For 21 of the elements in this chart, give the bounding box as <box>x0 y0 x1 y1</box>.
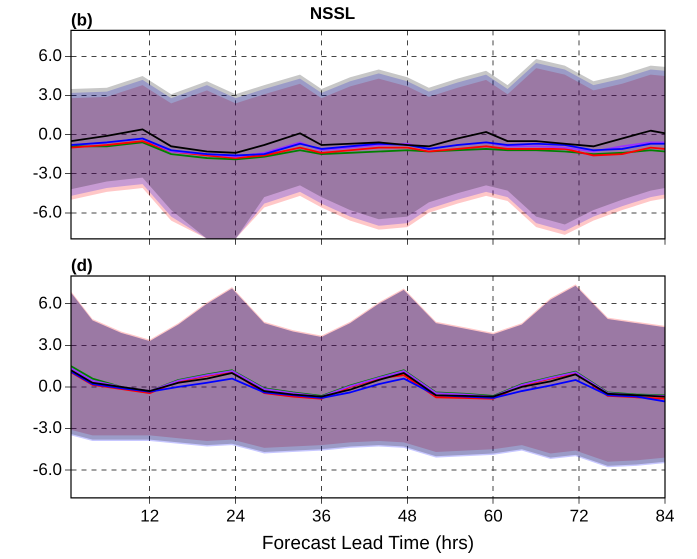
x-tick-label: 24 <box>226 506 246 526</box>
chart-title: NSSL <box>310 4 356 23</box>
text: (b) <box>71 10 93 30</box>
y-tick-label: 3.0 <box>38 85 62 104</box>
x-tick-label: 72 <box>570 506 589 526</box>
x-tick-label: 48 <box>398 506 417 526</box>
y-tick-label: 0.0 <box>38 376 62 396</box>
x-tick-label: 84 <box>656 506 674 526</box>
y-tick-label: 3.0 <box>38 335 62 354</box>
y-tick-label: -6.0 <box>32 460 62 479</box>
x-axis-title: Forecast Lead Time (hrs) <box>262 532 474 554</box>
text: (d) <box>71 256 93 276</box>
y-tick-label: 0.0 <box>38 124 62 144</box>
y-tick-label: -6.0 <box>32 202 62 222</box>
y-tick-label: 6.0 <box>38 46 62 66</box>
y-tick-label: -3.0 <box>32 418 62 438</box>
y-tick-label: -3.0 <box>32 163 62 182</box>
x-tick-label: 60 <box>484 506 503 526</box>
x-tick-label: 12 <box>140 506 160 526</box>
x-tick-label: 36 <box>312 506 331 526</box>
y-tick-label: 6.0 <box>38 293 62 312</box>
